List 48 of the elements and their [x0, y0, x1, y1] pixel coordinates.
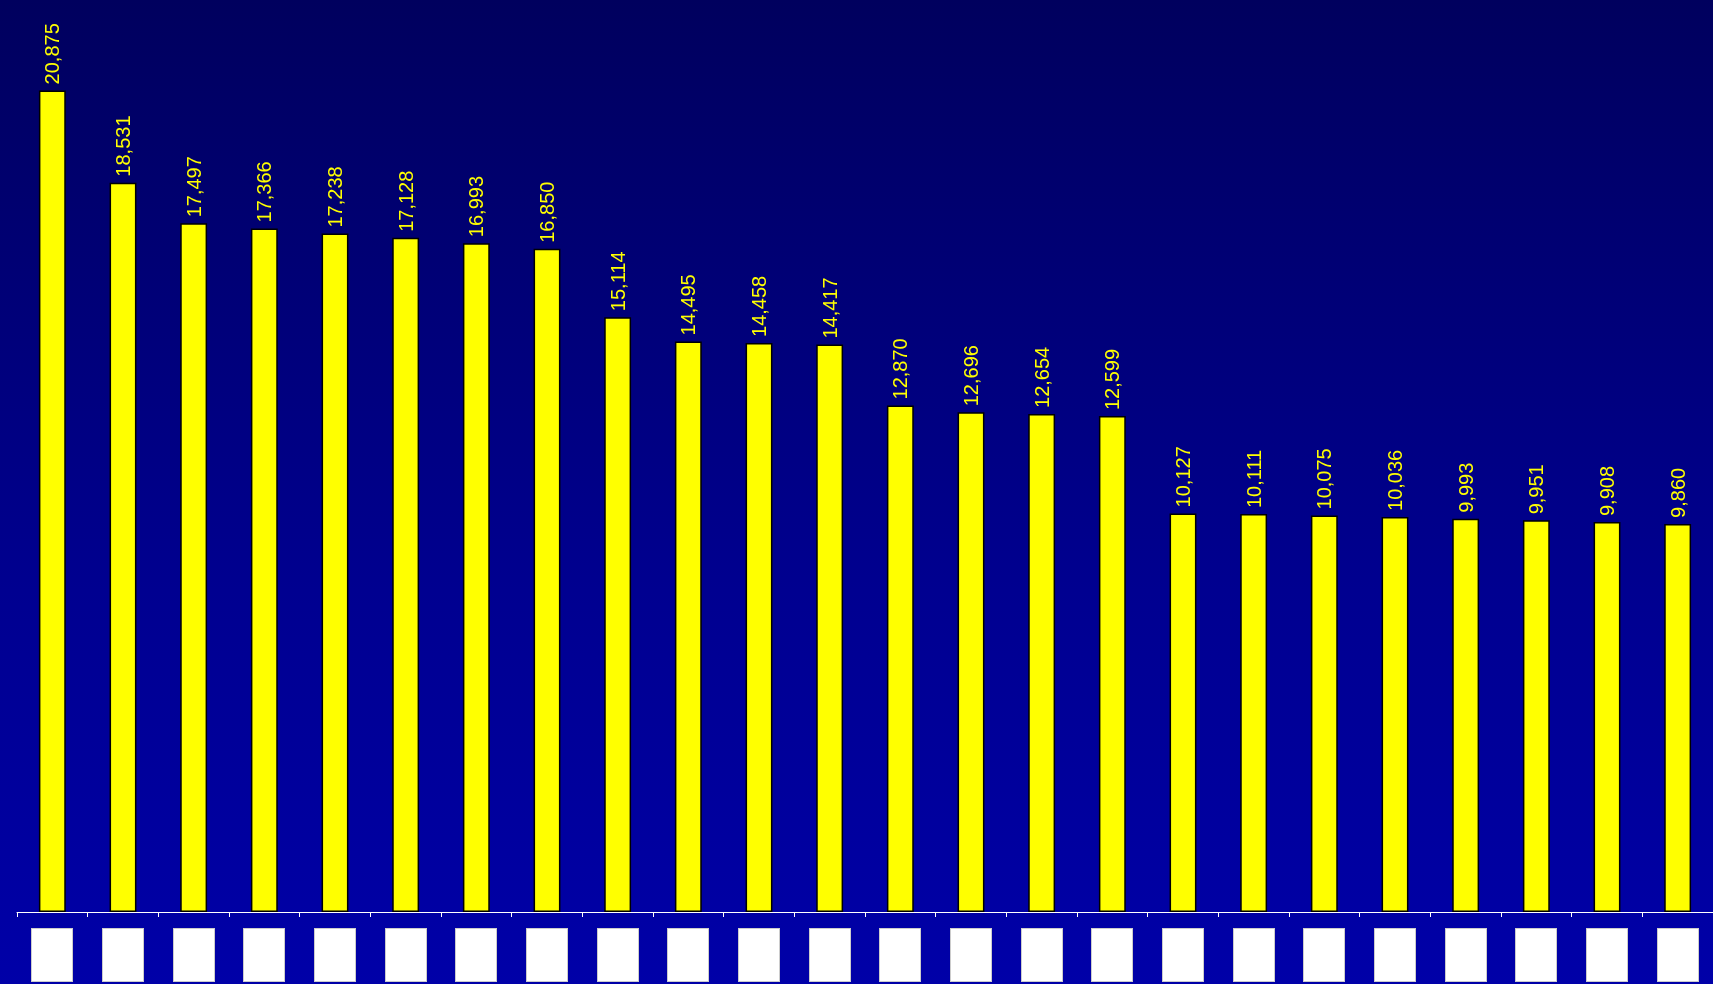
data-label: 17,238: [324, 166, 346, 228]
data-label: 10,111: [1242, 449, 1265, 509]
bar: [745, 342, 773, 912]
data-label: 15,114: [606, 251, 629, 312]
data-label: 9,860: [1666, 467, 1689, 518]
data-label: 17,366: [253, 161, 276, 223]
bar: [957, 412, 985, 912]
data-label: 16,850: [536, 181, 558, 243]
bar: [462, 243, 490, 912]
data-label: 14,458: [748, 275, 770, 337]
data-label: 12,599: [1101, 348, 1124, 411]
bar: [886, 405, 914, 912]
bar: [816, 344, 844, 912]
bar: [392, 237, 420, 912]
bar: [1452, 518, 1480, 912]
bar: [1169, 513, 1197, 912]
bar: [533, 248, 561, 912]
data-label: 9,993: [1454, 462, 1477, 513]
bar: [674, 341, 702, 912]
bar: [1098, 416, 1126, 912]
bar: [1593, 522, 1621, 912]
data-label: 9,951: [1525, 464, 1548, 515]
bar: [109, 182, 137, 912]
data-label: 10,075: [1313, 448, 1336, 510]
bar: [321, 233, 349, 912]
data-label: 16,993: [465, 176, 488, 238]
bar: [1028, 413, 1056, 912]
data-label: 12,654: [1030, 346, 1053, 408]
data-label: 18,531: [112, 115, 134, 177]
data-label: 12,870: [889, 338, 912, 400]
bar: [180, 223, 208, 912]
bar: [604, 317, 632, 912]
data-label: 14,417: [818, 277, 841, 339]
bar: [1240, 514, 1268, 912]
data-label: 14,495: [677, 274, 700, 336]
bar: [38, 90, 66, 912]
data-label: 20,875: [41, 23, 64, 85]
bar: [1310, 515, 1338, 912]
bar: [1381, 516, 1409, 912]
bar: [1664, 523, 1692, 912]
data-label: 12,696: [960, 345, 982, 407]
bar: [250, 228, 278, 912]
data-label: 9,908: [1596, 465, 1618, 517]
data-label: 10,036: [1384, 449, 1406, 511]
data-label: 17,128: [394, 170, 417, 232]
bar: [1522, 520, 1550, 912]
data-label: 10,127: [1172, 446, 1194, 508]
data-label: 17,497: [182, 156, 205, 218]
